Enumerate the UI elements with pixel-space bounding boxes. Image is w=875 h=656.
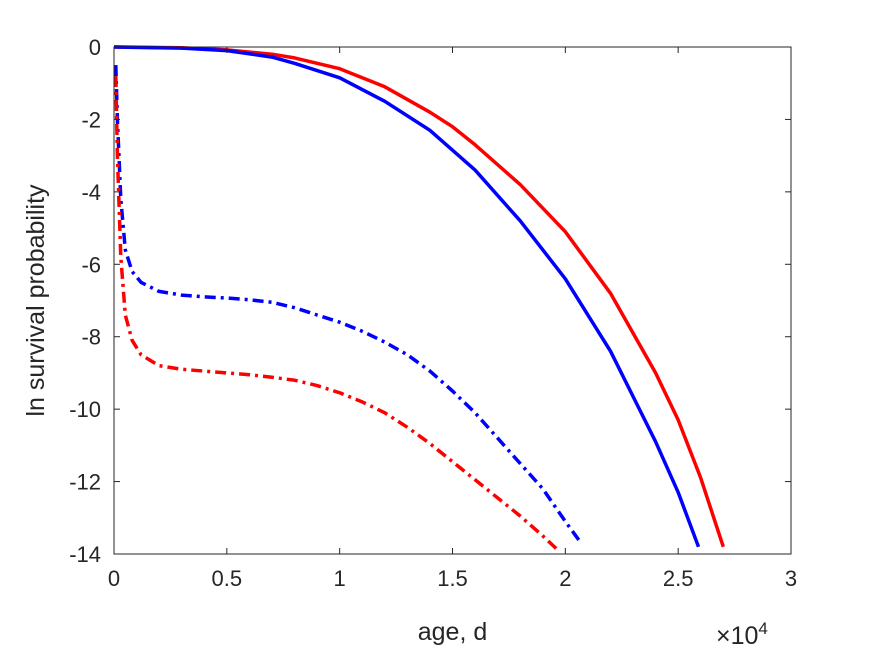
series-layer — [113, 45, 725, 550]
series-line-1 — [113, 45, 725, 548]
x-axis-multiplier: ×104 — [716, 619, 768, 650]
x-axis-label: age, d — [418, 618, 488, 646]
y-tick-label: -4 — [81, 180, 101, 205]
x-tick-label: 2 — [559, 566, 571, 591]
y-tick-label: -14 — [69, 542, 101, 567]
ticks-layer: 0 0.5 1 1.5 2 2.5 3 0 -2 -4 -6 -8 -10 -12 -14 — [69, 35, 797, 591]
x-tick-label: 0.5 — [212, 566, 243, 591]
series-line-4 — [114, 75, 558, 550]
x-tick-label: 0 — [108, 566, 120, 591]
series-line-3 — [114, 65, 583, 545]
y-tick-label: 0 — [89, 35, 101, 60]
x-tick-label: 3 — [785, 566, 797, 591]
x-multiplier-exponent: 4 — [758, 619, 767, 638]
y-axis-label: ln survival probability — [22, 184, 50, 417]
x-tick-label: 1.5 — [437, 566, 468, 591]
y-tick-label: -6 — [81, 252, 101, 277]
x-multiplier-base: ×10 — [716, 622, 758, 650]
y-tick-label: -10 — [69, 397, 101, 422]
plot-area-frame — [113, 46, 792, 555]
y-tick-label: -8 — [81, 325, 101, 350]
x-tick-label: 2.5 — [663, 566, 694, 591]
y-tick-label: -2 — [81, 107, 101, 132]
y-tick-label: -12 — [69, 470, 101, 495]
x-tick-label: 1 — [334, 566, 346, 591]
series-line-2 — [113, 45, 701, 548]
